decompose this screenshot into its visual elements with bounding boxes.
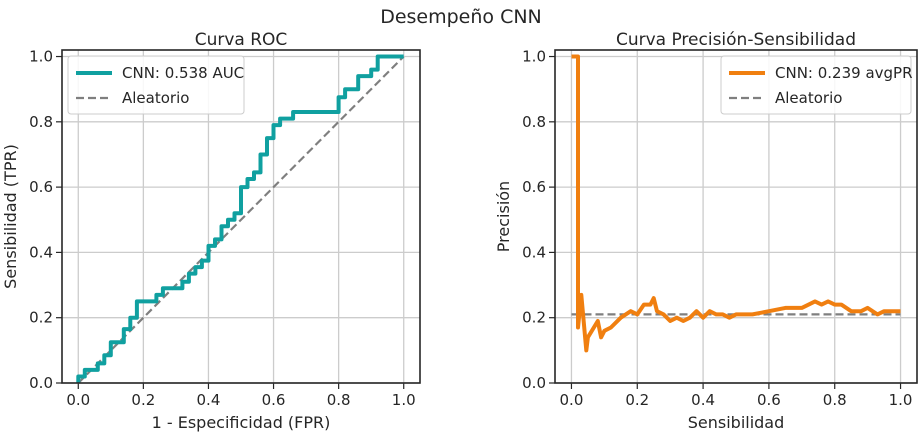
legend-label: Aleatorio bbox=[775, 89, 842, 107]
x-tick-label: 0.4 bbox=[691, 391, 715, 409]
legend-label: CNN: 0.239 avgPR bbox=[775, 64, 913, 82]
y-tick-label: 0.6 bbox=[522, 178, 546, 196]
cnn-curve-line bbox=[76, 54, 404, 383]
legend-label: CNN: 0.538 AUC bbox=[122, 64, 244, 82]
x-tick-label: 0.0 bbox=[560, 391, 584, 409]
x-tick-label: 1.0 bbox=[889, 391, 913, 409]
legend-box bbox=[67, 55, 245, 115]
y-tick-label: 0.0 bbox=[29, 374, 53, 392]
x-axis-label: 1 - Especificidad (FPR) bbox=[152, 413, 331, 432]
y-tick-label: 0.8 bbox=[522, 113, 546, 131]
pr-panel: 0.0 0.2 0.4 0.6 0.8 1.0 0.0 0.2 0.4 0.6 0.8 1.0 Curv… bbox=[494, 30, 918, 432]
y-tick-label: 0.2 bbox=[522, 309, 546, 327]
panel-title: Curva ROC bbox=[195, 30, 288, 50]
random-baseline-line bbox=[77, 55, 405, 384]
x-tick-label: 0.6 bbox=[262, 391, 286, 409]
y-tick-label: 0.0 bbox=[522, 374, 546, 392]
y-tick-label: 0.2 bbox=[29, 309, 53, 327]
roc-panel: 0.0 0.2 0.4 0.6 0.8 1.0 0.0 0.2 0.4 0.6 0.8 1.0 Curv… bbox=[1, 30, 421, 432]
y-tick-label: 0.4 bbox=[29, 243, 53, 261]
panel-title: Curva Precisión-Sensibilidad bbox=[616, 30, 856, 50]
legend-label: Aleatorio bbox=[122, 89, 189, 107]
y-tick-label: 0.8 bbox=[29, 113, 53, 131]
x-tick-label: 0.8 bbox=[327, 391, 351, 409]
x-tick-label: 0.2 bbox=[131, 391, 155, 409]
x-tick-label: 1.0 bbox=[392, 391, 416, 409]
legend-box bbox=[720, 55, 912, 115]
figure-suptitle: Desempeño CNN bbox=[380, 6, 542, 28]
x-tick-label: 0.6 bbox=[757, 391, 781, 409]
x-tick-label: 0.8 bbox=[823, 391, 847, 409]
y-tick-label: 0.6 bbox=[29, 178, 53, 196]
x-tick-label: 0.2 bbox=[625, 391, 649, 409]
axes-frame bbox=[61, 49, 421, 384]
y-tick-label: 1.0 bbox=[522, 48, 546, 66]
cnn-curve-line bbox=[571, 54, 901, 353]
x-tick-label: 0.4 bbox=[197, 391, 221, 409]
x-tick-label: 0.0 bbox=[66, 391, 90, 409]
y-tick-label: 1.0 bbox=[29, 48, 53, 66]
x-axis-label: Sensibilidad bbox=[688, 413, 785, 432]
y-tick-label: 0.4 bbox=[522, 243, 546, 261]
y-axis-label: Sensibilidad (TPR) bbox=[1, 144, 20, 289]
y-axis-label: Precisión bbox=[494, 181, 513, 252]
axes-frame bbox=[554, 49, 918, 384]
